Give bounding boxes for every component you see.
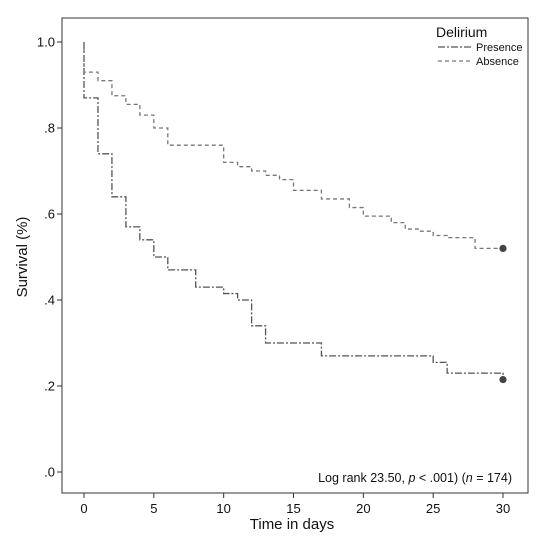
- y-tick-label: .2: [44, 379, 55, 394]
- legend-title: Delirium: [436, 24, 487, 40]
- x-tick-label: 20: [356, 501, 370, 516]
- x-tick-label: 15: [286, 501, 300, 516]
- y-tick-label: .0: [44, 465, 55, 480]
- legend-label-presence: Presence: [476, 42, 522, 54]
- series-layer: [83, 42, 507, 384]
- x-tick-label: 0: [80, 501, 87, 516]
- x-tick-label: 30: [496, 501, 510, 516]
- y-tick-label: .8: [44, 121, 55, 136]
- legend: Delirium Presence Absence: [436, 24, 522, 68]
- censor-point-presence: [499, 375, 507, 384]
- y-tick-label: .6: [44, 207, 55, 222]
- x-tick-label: 10: [216, 501, 230, 516]
- y-axis-ticks: .0 .2 .4 .6 .8 1.0: [37, 35, 62, 480]
- y-tick-label: 1.0: [37, 35, 55, 50]
- series-line-absence: [83, 42, 503, 250]
- censor-point-absence: [499, 244, 507, 252]
- y-axis-title: Survival (%): [14, 217, 31, 298]
- legend-label-absence: Absence: [476, 56, 519, 68]
- y-tick-label: .4: [44, 293, 55, 308]
- x-tick-label: 5: [150, 501, 157, 516]
- x-tick-label: 25: [426, 501, 440, 516]
- plot-frame: [61, 17, 529, 494]
- series-line-presence: [83, 42, 504, 380]
- x-axis-title: Time in days: [250, 516, 334, 533]
- log-rank-annotation: Log rank 23.50, p < .001) (n = 174): [318, 471, 512, 485]
- x-axis-ticks: 0 5 10 15 20 25 30: [80, 493, 510, 516]
